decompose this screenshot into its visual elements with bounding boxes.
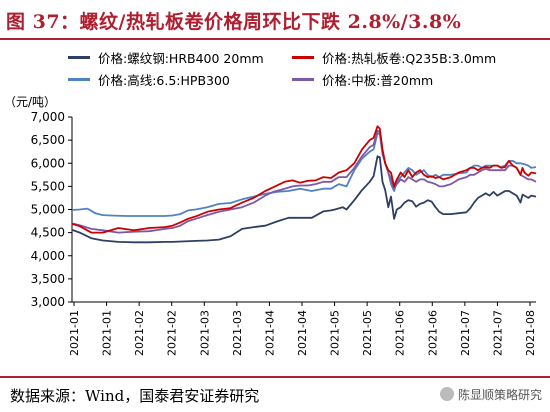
title-bar: 图 37：螺纹/热轧板卷价格周环比下跌 2.8%/3.8% bbox=[0, 0, 550, 40]
x-tick-label: 2021-07 bbox=[459, 310, 472, 356]
x-tick-label: 2021-04 bbox=[263, 310, 276, 356]
legend-label-medium-plate: 价格:中板:普20mm bbox=[322, 73, 434, 88]
x-tick-label: 2021-06 bbox=[426, 310, 439, 356]
line-chart: （元/吨） 3,000 3,500 4,000 4,500 5,000 5,500 6,00… bbox=[4, 95, 537, 356]
series-lines bbox=[71, 125, 537, 244]
series-line-rebar bbox=[71, 155, 537, 244]
y-tick-label: 6,500 bbox=[31, 133, 65, 147]
x-tick-label: 2021-06 bbox=[394, 310, 407, 356]
x-tick-label: 2021-05 bbox=[329, 310, 342, 356]
legend-swatch-hot-rolled bbox=[292, 56, 314, 59]
legend-label-wire-rod: 价格:高线:6.5:HPB300 bbox=[98, 73, 230, 88]
series-line-hot-rolled bbox=[71, 125, 537, 234]
footer: 数据来源：Wind，国泰君安证券研究 陈显顺策略研究 bbox=[0, 376, 550, 412]
x-tick-label: 2021-08 bbox=[524, 310, 537, 356]
y-tick-label: 3,000 bbox=[31, 295, 65, 309]
legend-swatch-wire-rod bbox=[68, 78, 90, 81]
legend-swatch-rebar bbox=[68, 56, 90, 59]
wechat-icon bbox=[439, 387, 454, 401]
y-tick-label: 7,000 bbox=[31, 110, 65, 124]
legend-swatch-medium-plate bbox=[292, 78, 314, 81]
chart-title: 图 37：螺纹/热轧板卷价格周环比下跌 2.8%/3.8% bbox=[6, 11, 462, 33]
x-tick-label: 2021-07 bbox=[491, 310, 504, 356]
series-line-wire-rod bbox=[71, 132, 537, 217]
x-tick-label: 2021-02 bbox=[166, 310, 179, 356]
watermark-text: 陈显顺策略研究 bbox=[457, 388, 542, 402]
watermark: 陈显顺策略研究 bbox=[439, 386, 542, 403]
y-axis-ticks: 3,000 3,500 4,000 4,500 5,000 5,500 6,000 6,500… bbox=[31, 110, 72, 309]
x-tick-label: 2021-03 bbox=[231, 310, 244, 356]
legend: 价格:螺纹钢:HRB400 20mm 价格:热轧板卷:Q235B:3.0mm 价… bbox=[0, 44, 550, 96]
y-tick-label: 5,500 bbox=[31, 179, 65, 193]
y-tick-label: 5,000 bbox=[31, 203, 65, 217]
legend-label-rebar: 价格:螺纹钢:HRB400 20mm bbox=[98, 51, 264, 66]
x-tick-label: 2021-05 bbox=[361, 310, 374, 356]
x-tick-label: 2021-01 bbox=[101, 310, 114, 356]
x-tick-label: 2021-01 bbox=[68, 310, 81, 356]
source-note: 数据来源：Wind，国泰君安证券研究 bbox=[10, 387, 260, 405]
y-axis-label: （元/吨） bbox=[4, 95, 56, 109]
y-tick-label: 6,000 bbox=[31, 156, 65, 170]
series-line-medium-plate bbox=[71, 130, 537, 234]
y-tick-label: 3,500 bbox=[31, 272, 65, 286]
x-tick-label: 2021-02 bbox=[133, 310, 146, 356]
x-tick-label: 2021-03 bbox=[198, 310, 211, 356]
legend-label-hot-rolled: 价格:热轧板卷:Q235B:3.0mm bbox=[322, 51, 497, 66]
y-tick-label: 4,500 bbox=[31, 226, 65, 240]
x-axis-ticks: 2021-01 2021-01 2021-02 2021-02 2021-03 2021-… bbox=[68, 302, 537, 356]
y-tick-label: 4,000 bbox=[31, 249, 65, 263]
x-tick-label: 2021-04 bbox=[296, 310, 309, 356]
